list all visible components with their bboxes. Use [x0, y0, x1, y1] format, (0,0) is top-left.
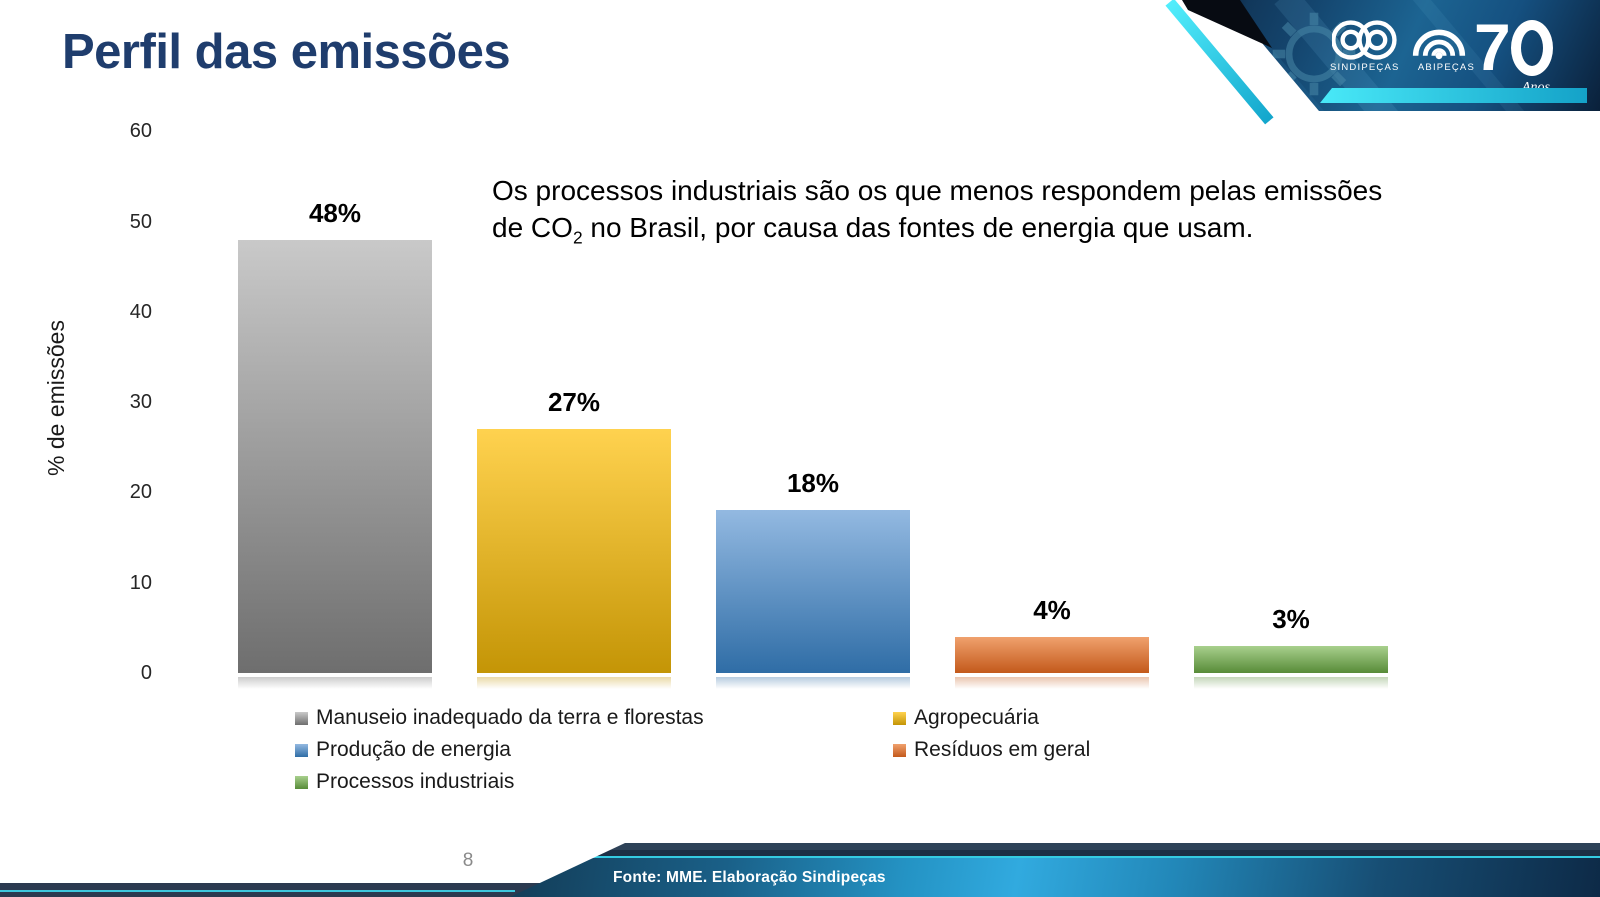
- footer-banner-top-band: [510, 843, 1600, 850]
- legend-label: Agropecuária: [914, 706, 1039, 729]
- footer-banner-top-band2: [510, 850, 1600, 856]
- y-tick-label: 40: [129, 300, 152, 323]
- bar-reflection: [477, 677, 671, 689]
- legend-column-1: Manuseio inadequado da terra e florestas…: [295, 702, 704, 798]
- anniversary-digit-0: [1510, 20, 1553, 76]
- legend-label: Resíduos em geral: [914, 738, 1091, 761]
- bar-3: [716, 510, 910, 673]
- annotation-line2-pre: de CO: [492, 212, 573, 243]
- annotation-co2-subscript: 2: [572, 227, 583, 248]
- annotation-line1: Os processos industriais são os que meno…: [492, 175, 1383, 206]
- bar-2: [477, 429, 671, 673]
- anniversary-70: 7: [1474, 14, 1553, 80]
- annotation-line2-post: no Brasil, por causa das fontes de energ…: [582, 212, 1254, 243]
- bar-data-label: 4%: [1033, 594, 1071, 625]
- bar-data-label: 48%: [308, 197, 362, 228]
- annotation-text: Os processos industriais são os que meno…: [492, 172, 1472, 257]
- y-tick-label: 10: [129, 571, 152, 594]
- legend-item: Produção de energia: [295, 734, 704, 766]
- legend-swatch: [893, 743, 906, 757]
- legend-label: Manuseio inadequado da terra e florestas: [316, 706, 704, 729]
- footer-banner-body: Fonte: MME. Elaboração Sindipeças: [510, 858, 1600, 897]
- bar-reflection: [1194, 677, 1388, 689]
- legend-swatch: [295, 711, 308, 725]
- legend-column-2: Agropecuária Resíduos em geral: [893, 702, 1090, 766]
- bar-data-label: 18%: [786, 468, 840, 499]
- org-name-sindipecas: SINDIPEÇAS: [1330, 62, 1400, 73]
- bar-5: [1194, 645, 1388, 673]
- legend-swatch: [295, 743, 308, 757]
- bar-4: [955, 636, 1149, 673]
- org-names: SINDIPEÇAS ABIPEÇAS: [1330, 62, 1475, 73]
- legend-item: Manuseio inadequado da terra e florestas: [295, 702, 704, 734]
- y-tick-label: 0: [140, 662, 152, 684]
- brand-logos: [1332, 16, 1470, 64]
- legend-swatch: [893, 711, 906, 725]
- bar-data-label: 3%: [1272, 603, 1310, 634]
- legend-label: Produção de energia: [316, 738, 511, 761]
- logo-cyan-bar: [1320, 88, 1587, 103]
- y-tick-label: 50: [129, 210, 152, 233]
- bar-reflection: [716, 677, 910, 689]
- y-tick-label: 20: [129, 481, 152, 504]
- bar-reflection: [238, 677, 432, 689]
- sindipecas-logo-icon: [1332, 20, 1397, 60]
- legend-label: Processos industriais: [316, 770, 515, 793]
- legend-item: Agropecuária: [893, 702, 1090, 734]
- bar-1: [238, 239, 432, 673]
- footer-left-cyan-line: [0, 890, 515, 892]
- footer-source-banner: Fonte: MME. Elaboração Sindipeças: [510, 843, 1600, 897]
- footer-source-text: Fonte: MME. Elaboração Sindipeças: [613, 868, 886, 886]
- org-name-abipecas: ABIPEÇAS: [1417, 62, 1475, 73]
- bar-data-label: 27%: [547, 387, 601, 418]
- abipecas-logo-icon: [1412, 29, 1466, 60]
- legend-item: Processos industriais: [295, 766, 704, 798]
- legend-swatch: [295, 775, 308, 789]
- legend-item: Resíduos em geral: [893, 734, 1090, 766]
- bar-reflection: [955, 677, 1149, 689]
- gear-icon: [1272, 12, 1356, 96]
- logo-banner: SINDIPEÇAS ABIPEÇAS 7 Anos: [1165, 0, 1600, 125]
- anniversary-digit-7: 7: [1474, 10, 1511, 84]
- page-title: Perfil das emissões: [62, 25, 511, 79]
- page-number: 8: [462, 850, 474, 871]
- y-tick-label: 30: [129, 391, 152, 414]
- footer-banner-cyan-line: [510, 856, 1600, 858]
- y-tick-label: 60: [129, 120, 152, 143]
